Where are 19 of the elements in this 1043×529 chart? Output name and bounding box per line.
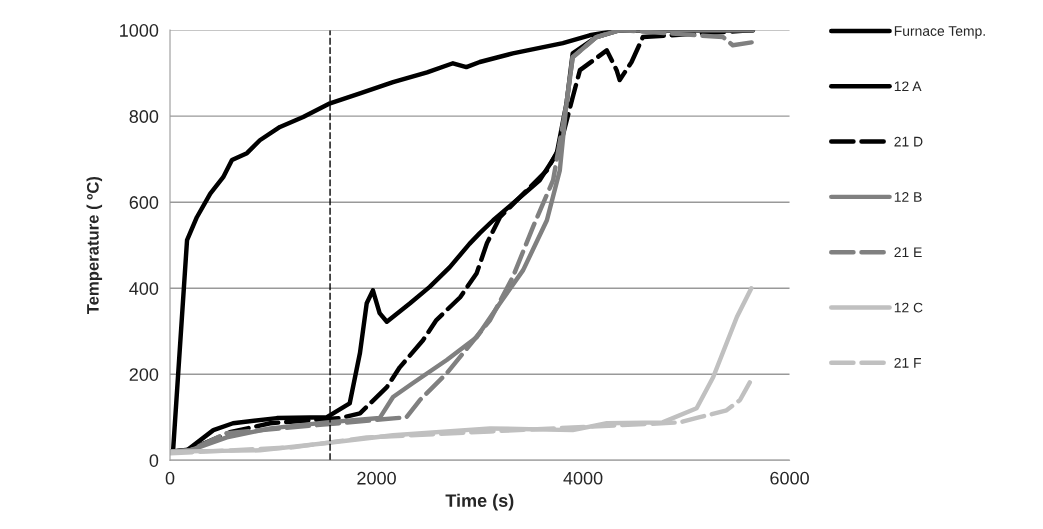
x-tick-label: 4000 — [563, 471, 603, 485]
y-tick-label: 800 — [129, 110, 159, 123]
legend-label: 21 F — [894, 357, 921, 368]
y-tick-label: 400 — [129, 282, 159, 295]
legend-label: 12 A — [894, 81, 922, 92]
x-axis-title: Time (s) — [445, 493, 514, 511]
y-tick-label: 200 — [129, 368, 159, 381]
legend-label: Furnace Temp. — [894, 26, 985, 39]
x-tick-label: 0 — [165, 471, 175, 485]
legend-label: 12 C — [894, 302, 923, 313]
y-axis-title: Temperature ( ºC) — [86, 176, 103, 315]
legend-label: 21 E — [894, 247, 922, 258]
y-tick-label: 600 — [129, 196, 159, 209]
legend-label: 12 B — [894, 192, 922, 202]
x-tick-label: 6000 — [770, 471, 809, 485]
legend-label: 21 D — [894, 136, 923, 147]
y-tick-label: 0 — [149, 454, 159, 467]
x-tick-label: 2000 — [357, 471, 396, 485]
y-tick-label: 1000 — [120, 24, 159, 37]
